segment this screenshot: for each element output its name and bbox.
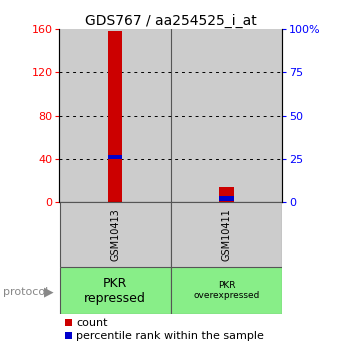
Bar	[219, 196, 234, 200]
Text: GSM10413: GSM10413	[110, 208, 120, 261]
Text: PKR
overexpressed: PKR overexpressed	[193, 281, 260, 300]
Bar	[108, 31, 122, 202]
Bar	[108, 155, 122, 159]
Bar	[59, 267, 171, 314]
Bar	[171, 29, 282, 202]
Bar	[171, 267, 282, 314]
Text: GSM10411: GSM10411	[222, 208, 232, 261]
Bar	[59, 202, 171, 267]
Text: PKR
repressed: PKR repressed	[84, 277, 146, 305]
Bar	[219, 187, 234, 202]
Bar	[171, 202, 282, 267]
Text: percentile rank within the sample: percentile rank within the sample	[76, 331, 265, 341]
Bar	[59, 29, 171, 202]
Text: ▶: ▶	[44, 285, 53, 298]
Title: GDS767 / aa254525_i_at: GDS767 / aa254525_i_at	[85, 14, 257, 28]
Text: count: count	[76, 318, 108, 327]
Text: protocol: protocol	[3, 287, 49, 296]
